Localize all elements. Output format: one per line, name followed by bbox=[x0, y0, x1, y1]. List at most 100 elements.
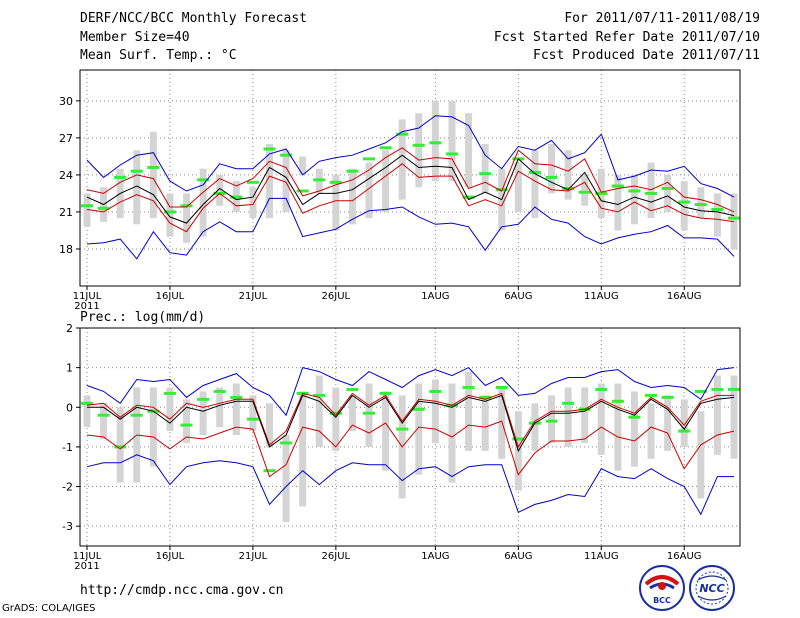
temp-range-bar bbox=[514, 162, 522, 212]
prec-median-mark bbox=[479, 395, 492, 399]
prec-range-bar bbox=[431, 379, 439, 443]
prec-median-mark bbox=[180, 423, 193, 427]
prec-median-mark bbox=[611, 399, 624, 403]
temp-range-bar bbox=[680, 181, 688, 231]
prec-range-bar bbox=[232, 383, 240, 436]
temp-median-mark bbox=[180, 204, 193, 208]
prec-range-bar bbox=[564, 387, 572, 447]
prec-range-bar bbox=[282, 435, 290, 523]
prec-median-mark bbox=[114, 445, 127, 449]
prec-xtick-label: 26JUL bbox=[322, 551, 351, 562]
prec-ytick-label: -3 bbox=[62, 520, 73, 533]
temp-range-bar bbox=[531, 150, 539, 219]
prec-line-mean bbox=[87, 394, 735, 453]
temp-median-mark bbox=[81, 204, 93, 208]
prec-range-bar bbox=[680, 399, 688, 447]
prec-range-bar bbox=[332, 387, 340, 451]
temp-xtick-label: 1AUG bbox=[421, 291, 449, 302]
prec-range-bar bbox=[299, 391, 307, 507]
temp-median-mark bbox=[628, 189, 641, 193]
temp-range-bar bbox=[299, 156, 307, 175]
forecast-produced-date: Fcst Produced Date 2011/07/11 bbox=[533, 48, 760, 63]
temp-range-bar bbox=[564, 150, 572, 200]
prec-median-mark bbox=[363, 411, 376, 415]
temp-range-bar bbox=[730, 193, 738, 249]
prec-median-mark bbox=[661, 395, 674, 399]
temp-line-mean bbox=[86, 154, 735, 224]
temp-median-mark bbox=[711, 207, 724, 211]
prec-line-mean-plus-sd bbox=[86, 392, 734, 449]
temp-median-mark bbox=[479, 172, 492, 176]
temp-line-min bbox=[86, 197, 735, 260]
temp-ytick-label: 30 bbox=[59, 95, 73, 108]
temp-median-mark bbox=[363, 157, 376, 161]
temp-median-mark bbox=[130, 169, 143, 173]
temp-median-mark bbox=[197, 178, 210, 182]
temp-range-bar bbox=[83, 193, 91, 227]
temp-range-bar bbox=[448, 100, 456, 182]
temp-median-mark bbox=[379, 146, 392, 150]
prec-xtick-label: 16JUL bbox=[156, 551, 185, 562]
temp-median-mark bbox=[445, 152, 458, 156]
prec-range-bar bbox=[647, 403, 655, 459]
prec-median-mark bbox=[130, 413, 143, 417]
prec-median-mark bbox=[412, 407, 425, 411]
prec-range-bar bbox=[465, 371, 473, 451]
forecast-started-date: Fcst Started Refer Date 2011/07/10 bbox=[493, 30, 760, 45]
temp-range-bar bbox=[630, 174, 638, 225]
temp-median-mark bbox=[412, 143, 425, 147]
prec-median-mark bbox=[396, 427, 409, 431]
prec-range-bar bbox=[382, 391, 390, 471]
prec-median-mark bbox=[645, 393, 658, 397]
prec-xtick-label: 21JUL bbox=[239, 551, 268, 562]
temp-median-mark bbox=[545, 175, 558, 179]
temp-median-mark bbox=[694, 203, 707, 207]
temp-range-bar bbox=[614, 174, 622, 231]
prec-median-mark bbox=[711, 387, 724, 391]
prec-range-bar bbox=[713, 375, 721, 455]
temp-median-mark bbox=[645, 191, 658, 195]
prec-range-bar bbox=[597, 383, 605, 455]
prec-median-mark bbox=[429, 389, 442, 393]
prec-xtick-label: 11JUL bbox=[73, 551, 102, 562]
prec-xtick-label: 16AUG bbox=[667, 551, 702, 562]
temp-median-mark bbox=[678, 200, 691, 204]
prec-range-bar bbox=[216, 387, 224, 428]
temp-line-mean-plus-sd bbox=[86, 147, 735, 213]
temp-range-bar bbox=[398, 119, 406, 200]
temp-median-mark bbox=[728, 216, 740, 220]
prec-range-bar bbox=[100, 403, 108, 439]
temp-median-mark bbox=[263, 147, 276, 151]
prec-median-mark bbox=[694, 389, 707, 393]
temp-range-bar bbox=[183, 193, 191, 243]
prec-median-mark bbox=[628, 415, 641, 419]
prec-ytick-label: -1 bbox=[62, 441, 73, 454]
temp-xtick-label: 16JUL bbox=[156, 291, 185, 302]
temp-range-bar bbox=[647, 162, 655, 219]
temp-median-mark bbox=[147, 166, 160, 170]
prec-median-mark bbox=[545, 419, 558, 423]
prec-ytick-label: 1 bbox=[66, 362, 73, 375]
prec-ytick-label: 2 bbox=[66, 322, 73, 335]
prec-median-mark bbox=[379, 391, 392, 395]
temp-median-mark bbox=[346, 169, 359, 173]
prec-ytick-label: 0 bbox=[66, 401, 73, 414]
prec-median-mark bbox=[678, 429, 691, 433]
chart-title: DERF/NCC/BCC Monthly Forecast bbox=[80, 11, 307, 26]
prec-range-bar bbox=[448, 383, 456, 483]
temp-median-mark bbox=[661, 186, 674, 190]
prec-range-bar bbox=[149, 387, 157, 467]
prec-range-bar bbox=[315, 375, 323, 447]
prec-range-bar bbox=[415, 383, 423, 475]
temp-line-max bbox=[86, 115, 735, 198]
temp-range-bar bbox=[481, 144, 489, 194]
prec-range-bar bbox=[183, 399, 191, 443]
temp-range-bar bbox=[133, 150, 141, 225]
temp-range-bar bbox=[382, 150, 390, 212]
temp-range-bar bbox=[166, 193, 174, 237]
temp-xtick-label: 16AUG bbox=[667, 291, 702, 302]
temp-range-bar bbox=[581, 174, 589, 206]
prec-median-mark bbox=[246, 417, 259, 421]
